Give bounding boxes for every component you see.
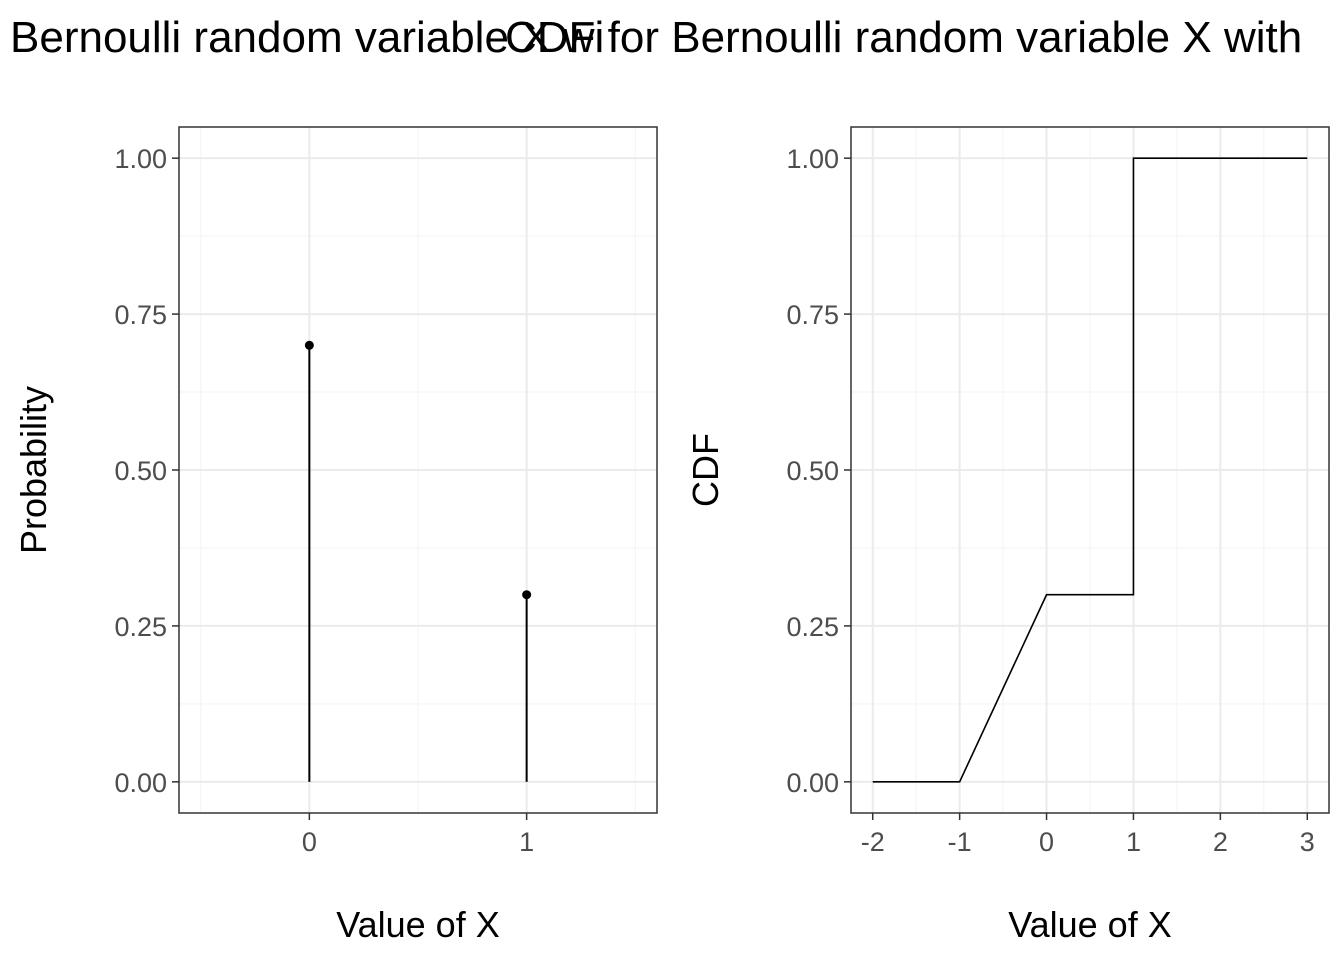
pmf-chart: Bernoulli random variable X wi 0.00 0.25… xyxy=(10,13,658,945)
pmf-x-axis-title: Value of X xyxy=(336,904,499,945)
pmf-major-grid xyxy=(172,127,657,820)
cdf-y-tick-label: 0.25 xyxy=(786,612,839,642)
pmf-y-tick-label: 0.75 xyxy=(114,300,167,330)
cdf-x-axis-title: Value of X xyxy=(1008,904,1171,945)
pmf-chart-title: Bernoulli random variable X wi xyxy=(10,13,604,62)
cdf-y-axis-title: CDF xyxy=(685,433,726,507)
cdf-x-tick-label: -2 xyxy=(861,827,885,857)
pmf-y-axis-title: Probability xyxy=(13,386,54,554)
pmf-y-tick-label: 1.00 xyxy=(114,144,167,174)
cdf-y-tick-label: 0.75 xyxy=(786,300,839,330)
cdf-y-tick-label: 1.00 xyxy=(786,144,839,174)
cdf-x-tick-label: 2 xyxy=(1213,827,1228,857)
pmf-point xyxy=(304,340,314,350)
pmf-y-tick-label: 0.25 xyxy=(114,612,167,642)
pmf-x-tick-label: 0 xyxy=(302,827,317,857)
cdf-panel-border xyxy=(850,126,1330,814)
pmf-panel-border xyxy=(178,126,658,814)
pmf-y-axis: 0.00 0.25 0.50 0.75 1.00 xyxy=(114,144,167,798)
cdf-y-tick-label: 0.50 xyxy=(786,456,839,486)
cdf-x-tick-label: 3 xyxy=(1300,827,1315,857)
pmf-x-axis: 0 1 xyxy=(302,827,534,857)
cdf-chart: 0.00 0.25 0.50 0.75 1.00 -2 -1 0 1 2 3 V… xyxy=(505,13,1330,945)
cdf-line xyxy=(872,157,1308,783)
cdf-y-axis: 0.00 0.25 0.50 0.75 1.00 xyxy=(786,144,839,798)
pmf-stems xyxy=(308,345,528,782)
pmf-points xyxy=(304,340,532,600)
cdf-x-tick-label: 1 xyxy=(1126,827,1141,857)
pmf-x-tick-label: 1 xyxy=(519,827,534,857)
cdf-x-axis: -2 -1 0 1 2 3 xyxy=(861,827,1315,857)
cdf-y-tick-label: 0.00 xyxy=(786,768,839,798)
cdf-chart-title: CDF for Bernoulli random variable X with xyxy=(505,13,1302,62)
pmf-point xyxy=(522,590,532,600)
cdf-x-tick-label: 0 xyxy=(1039,827,1054,857)
cdf-x-tick-label: -1 xyxy=(948,827,972,857)
pmf-y-tick-label: 0.50 xyxy=(114,456,167,486)
pmf-y-tick-label: 0.00 xyxy=(114,768,167,798)
